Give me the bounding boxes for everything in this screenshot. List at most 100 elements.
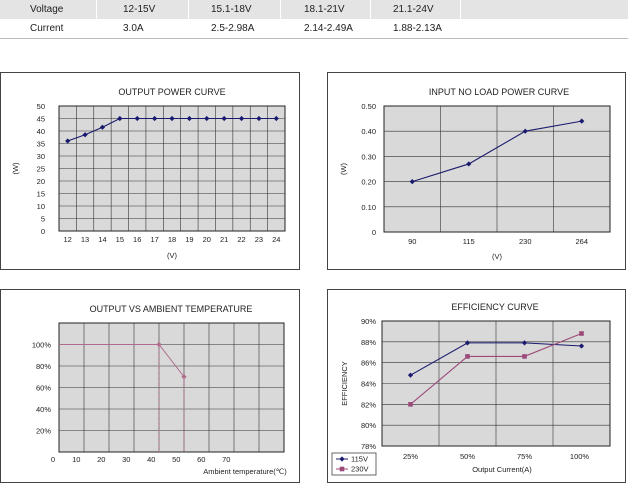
- x-tick-label: 16: [133, 235, 141, 244]
- data-point: [522, 128, 528, 134]
- spec-label: Voltage: [30, 4, 64, 15]
- y-tick-label: 0.40: [361, 127, 376, 136]
- data-point: [82, 132, 88, 138]
- data-point: [256, 115, 262, 122]
- spec-table: Voltage 12-15V 15.1-18V 18.1-21V 21.1-24V Cur…: [0, 0, 628, 39]
- y-tick-label: 15: [37, 190, 45, 199]
- data-point: [408, 402, 413, 407]
- x-tick-label: 90: [408, 237, 416, 246]
- y-tick-label: 50: [37, 102, 45, 111]
- x-tick-label: 230: [519, 237, 532, 246]
- x-tick-label: 20: [97, 455, 105, 464]
- spec-row-voltage: Voltage 12-15V 15.1-18V 18.1-21V 21.1-24V: [0, 0, 628, 19]
- data-point: [465, 354, 470, 359]
- x-tick-label: 70: [222, 455, 230, 464]
- y-tick-label: 20: [37, 177, 45, 186]
- y-tick-label: 80%: [36, 362, 51, 371]
- spec-label: Current: [30, 23, 64, 34]
- x-tick-label: 15: [116, 235, 124, 244]
- y-tick-label: 80%: [361, 421, 376, 430]
- output-vs-temperature-chart-svg: OUTPUT VS AMBIENT TEMPERATURE 20% 40% 60% 80…: [32, 304, 287, 476]
- data-point: [579, 331, 584, 336]
- series-line: [410, 332, 582, 405]
- input-no-load-chart: INPUT NO LOAD POWER CURVE 0 0.10 0.20 0.30 0.…: [327, 72, 626, 270]
- data-point: [339, 456, 345, 462]
- y-tick-label: 90%: [361, 317, 376, 326]
- y-tick-label: 5: [41, 215, 45, 224]
- spec-cell: 12-15V: [123, 4, 156, 15]
- y-tick-label: 86%: [361, 359, 376, 368]
- legend-label: 230V: [351, 465, 369, 474]
- data-point: [407, 372, 414, 378]
- y-tick-label: 0.30: [361, 152, 376, 161]
- chart-title: OUTPUT VS AMBIENT TEMPERATURE: [90, 304, 253, 314]
- y-tick-label: 84%: [361, 380, 376, 389]
- x-tick-label: 40: [147, 455, 155, 464]
- spec-cell: 2.14-2.49A: [304, 23, 353, 34]
- efficiency-chart: EFFICIENCY CURVE 78% 80% 82% 84% 86% 88% 90% 25%…: [327, 289, 626, 483]
- x-axis-label: Ambient temperature(℃): [203, 467, 287, 476]
- data-point: [181, 374, 187, 380]
- x-tick-label: 20: [203, 235, 211, 244]
- data-point: [579, 118, 585, 124]
- y-tick-label: 60%: [36, 384, 51, 393]
- data-point: [99, 124, 106, 130]
- y-tick-label: 35: [37, 140, 45, 149]
- spec-cell: 18.1-21V: [304, 4, 345, 15]
- output-power-chart: OUTPUT POWER CURVE 0 5 10 15 20 25 30 35 40 45 50 12…: [0, 72, 300, 270]
- y-tick-label: 0: [372, 228, 376, 237]
- x-tick-label: 12: [64, 235, 72, 244]
- y-tick-label: 78%: [361, 442, 376, 451]
- x-tick-label: 50%: [460, 452, 475, 461]
- y-tick-label: 10: [37, 202, 45, 211]
- chart-title: OUTPUT POWER CURVE: [118, 87, 225, 97]
- spec-divider: [188, 0, 189, 19]
- data-point: [117, 115, 123, 122]
- spec-cell: 1.88-2.13A: [393, 23, 442, 34]
- spec-divider: [460, 0, 461, 19]
- data-point: [339, 466, 345, 472]
- y-tick-label: 0.10: [361, 203, 376, 212]
- spec-divider: [370, 0, 371, 19]
- y-tick-label: 0.50: [361, 102, 376, 111]
- x-tick-label: 17: [150, 235, 158, 244]
- x-tick-label: 14: [98, 235, 106, 244]
- x-tick-label: 24: [272, 235, 280, 244]
- x-tick-label: 21: [220, 235, 228, 244]
- data-point: [464, 340, 471, 346]
- x-tick-label: 23: [255, 235, 263, 244]
- x-tick-label: 0: [51, 455, 55, 464]
- spec-divider: [96, 0, 97, 19]
- y-tick-label: 40: [37, 127, 45, 136]
- y-tick-label: 100%: [32, 341, 52, 350]
- x-tick-label: 60: [197, 455, 205, 464]
- x-tick-label: 30: [122, 455, 130, 464]
- y-axis-label: EFFICIENCY: [340, 361, 349, 406]
- x-axis-label: Output Current(A): [472, 465, 532, 474]
- series-line: [412, 120, 582, 183]
- spec-cell: 21.1-24V: [393, 4, 434, 15]
- y-tick-label: 25: [37, 165, 45, 174]
- y-tick-label: 20%: [36, 427, 51, 436]
- efficiency-chart-svg: EFFICIENCY CURVE 78% 80% 82% 84% 86% 88% 90% 25%…: [331, 302, 611, 476]
- x-tick-label: 115: [463, 237, 475, 246]
- y-tick-label: 88%: [361, 338, 376, 347]
- x-tick-label: 22: [237, 235, 245, 244]
- data-point: [409, 179, 415, 185]
- data-point: [522, 354, 527, 359]
- data-point: [521, 340, 528, 346]
- x-tick-label: 50: [172, 455, 180, 464]
- x-tick-label: 10: [72, 455, 80, 464]
- x-tick-label: 100%: [570, 452, 590, 461]
- x-tick-label: 75%: [517, 452, 532, 461]
- x-tick-label: 18: [168, 235, 176, 244]
- y-axis-label: (W): [11, 162, 20, 175]
- data-point: [466, 161, 472, 167]
- spec-cell: 15.1-18V: [211, 4, 252, 15]
- x-tick-label: 13: [81, 235, 89, 244]
- y-tick-label: 45: [37, 115, 45, 124]
- input-no-load-chart-svg: INPUT NO LOAD POWER CURVE 0 0.10 0.20 0.30 0.…: [339, 87, 611, 261]
- data-point: [65, 138, 71, 144]
- data-point: [156, 341, 162, 348]
- x-tick-label: 25%: [403, 452, 418, 461]
